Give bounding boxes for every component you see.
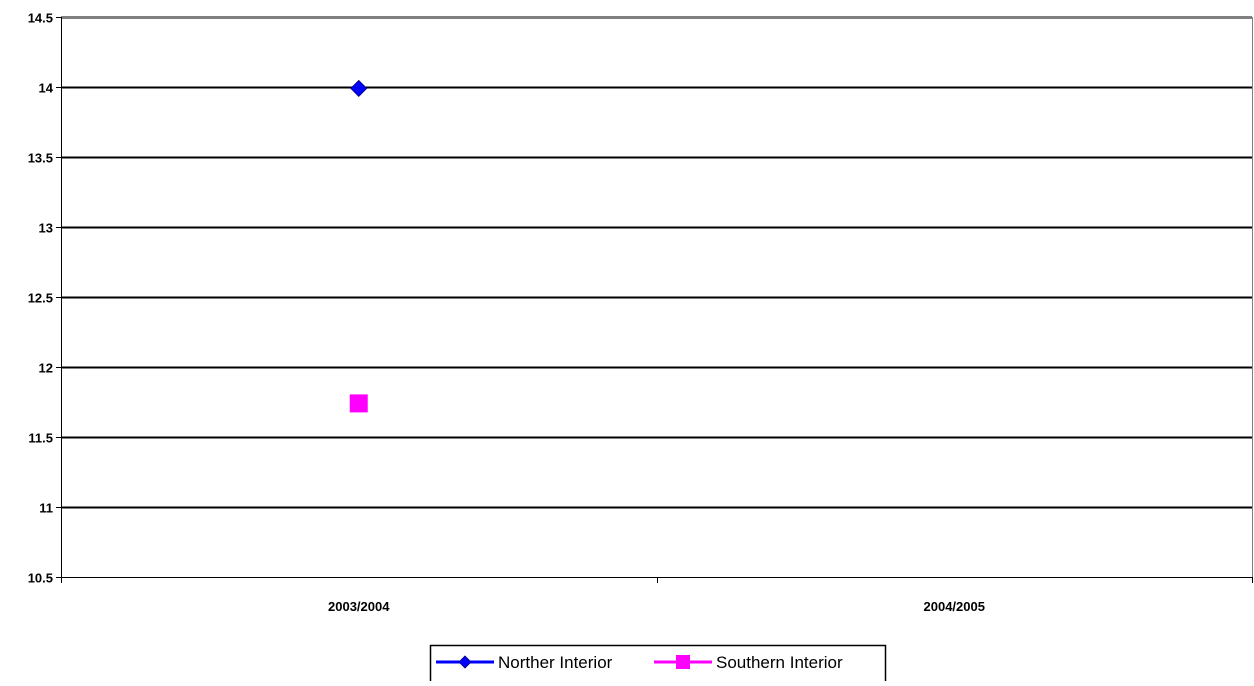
axes [56, 17, 1253, 583]
data-point [350, 79, 368, 97]
legend-item: Southern Interior [654, 653, 843, 672]
y-tick-label: 14.5 [28, 11, 53, 26]
x-axis-ticks: 2003/2004 2004/2005 [328, 599, 985, 614]
y-tick-label: 12.5 [28, 291, 53, 306]
legend-label: Southern Interior [716, 653, 843, 672]
legend-item: Norther Interior [436, 653, 613, 672]
y-tick-label: 13.5 [28, 151, 53, 166]
x-tick-label: 2003/2004 [328, 599, 390, 614]
legend-box [429, 644, 887, 685]
y-tick-label: 10.5 [28, 571, 53, 586]
x-tick-label: 2004/2005 [924, 599, 985, 614]
data-point [349, 394, 368, 413]
series-norther-interior [350, 79, 368, 97]
y-tick-label: 14 [39, 81, 54, 96]
legend: Norther Interior Southern Interior [429, 644, 887, 685]
y-tick-label: 11 [39, 501, 53, 516]
gridlines [61, 16, 1252, 509]
legend-marker-icon [458, 655, 472, 669]
legend-marker-icon [676, 655, 690, 669]
y-tick-label: 11.5 [28, 431, 53, 446]
y-tick-label: 12 [39, 361, 53, 376]
legend-label: Norther Interior [498, 653, 613, 672]
series-markers [349, 79, 368, 413]
series-southern-interior [349, 394, 368, 413]
y-tick-label: 13 [39, 221, 53, 236]
y-axis-ticks: 14.5 14 13.5 13 12.5 12 11.5 11 10.5 [28, 11, 54, 586]
